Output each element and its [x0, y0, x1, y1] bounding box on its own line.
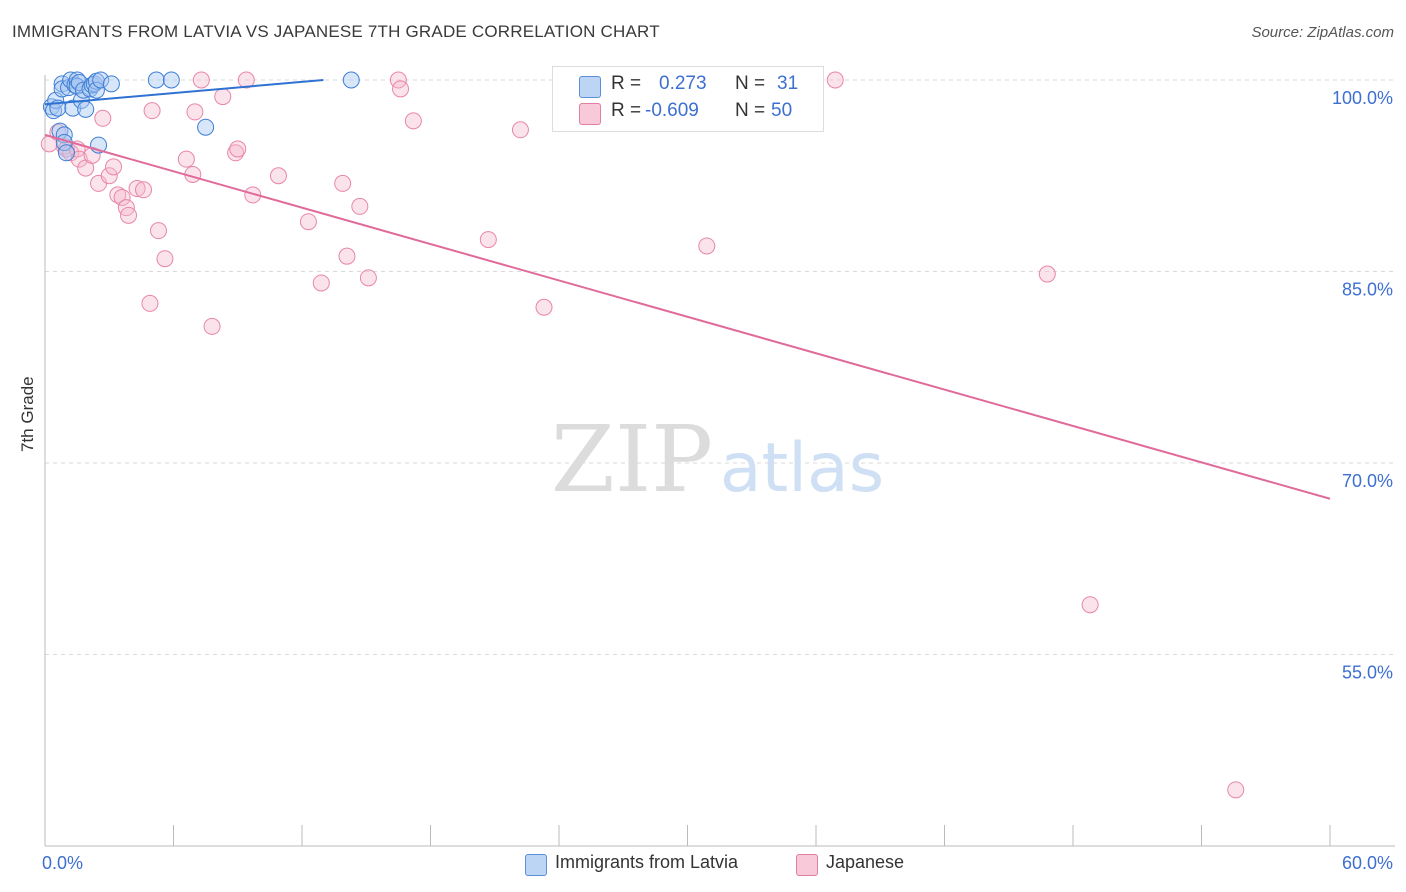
- data-point: [147, 71, 165, 89]
- data-point: [269, 167, 287, 185]
- data-point: [338, 247, 356, 265]
- data-point: [197, 118, 215, 136]
- data-point: [351, 197, 369, 215]
- trend-lines: [44, 79, 1331, 500]
- data-point: [342, 71, 360, 89]
- trend-line: [44, 79, 324, 106]
- y-tick-label: 55.0%: [1342, 663, 1393, 683]
- data-point: [192, 71, 210, 89]
- legend-stats: R = 0.273 N = 31 R = -0.609 N = 50: [552, 66, 824, 132]
- data-point: [87, 81, 105, 99]
- data-point: [1038, 265, 1056, 283]
- legend-swatch-latvia: [579, 76, 601, 98]
- data-point: [698, 237, 716, 255]
- data-point: [162, 71, 180, 89]
- tick-labels: 100.0% 85.0% 70.0% 55.0% 0.0% 60.0%: [42, 88, 1393, 873]
- data-point: [135, 181, 153, 199]
- data-point: [511, 121, 529, 139]
- data-point: [334, 174, 352, 192]
- data-point: [177, 150, 195, 168]
- data-point: [535, 298, 553, 316]
- legend-swatch-japanese: [796, 854, 818, 876]
- data-point: [150, 222, 168, 240]
- data-point: [100, 167, 118, 185]
- y-tick-label: 70.0%: [1342, 471, 1393, 491]
- watermark-atlas: atlas: [720, 429, 884, 508]
- legend-n-label: N =: [735, 100, 766, 121]
- legend-swatch-japanese: [579, 103, 601, 125]
- data-point: [404, 112, 422, 130]
- y-tick-label: 100.0%: [1332, 88, 1393, 108]
- x-tick-label-max: 60.0%: [1342, 853, 1393, 873]
- data-point: [77, 100, 95, 118]
- data-point: [120, 206, 138, 224]
- legend-swatch-latvia: [525, 854, 547, 876]
- data-point: [128, 180, 146, 198]
- series-japanese-points: [40, 71, 1245, 799]
- axes: [44, 75, 1395, 847]
- data-point: [57, 144, 75, 162]
- legend-r-label: R =: [611, 73, 642, 94]
- legend-label-japanese: Japanese: [826, 852, 905, 872]
- source-credit: Source: ZipAtlas.com: [1251, 24, 1394, 41]
- trend-line: [44, 133, 1331, 500]
- data-point: [105, 158, 123, 176]
- legend-r-value: 0.273: [659, 73, 707, 94]
- data-point: [312, 274, 330, 292]
- data-point: [237, 71, 255, 89]
- data-point: [94, 109, 112, 127]
- data-point: [143, 102, 161, 120]
- data-point: [214, 88, 232, 106]
- data-point: [186, 103, 204, 121]
- data-point: [392, 80, 410, 98]
- legend-n-label: N =: [735, 73, 766, 94]
- x-tick-label-min: 0.0%: [42, 853, 83, 873]
- data-point: [156, 250, 174, 268]
- legend-n-value: 50: [771, 100, 793, 121]
- legend-label-latvia: Immigrants from Latvia: [555, 852, 739, 872]
- y-tick-label: 85.0%: [1342, 280, 1393, 300]
- watermark: ZIP atlas: [551, 406, 884, 513]
- data-point: [70, 74, 88, 92]
- data-point: [75, 81, 93, 99]
- legend-r-value: -0.609: [645, 100, 699, 121]
- gridlines: [45, 79, 1395, 655]
- data-point: [1227, 781, 1245, 799]
- data-point: [244, 186, 262, 204]
- data-point: [53, 80, 71, 98]
- data-point: [826, 71, 844, 89]
- data-point: [1081, 596, 1099, 614]
- legend-r-label: R =: [611, 100, 642, 121]
- data-point: [299, 213, 317, 231]
- data-point: [479, 231, 497, 249]
- chart-title: IMMIGRANTS FROM LATVIA VS JAPANESE 7TH G…: [12, 22, 660, 41]
- data-point: [92, 71, 110, 89]
- y-axis-label: 7th Grade: [18, 376, 37, 452]
- data-point: [359, 269, 377, 287]
- data-point: [229, 140, 247, 158]
- data-point: [203, 317, 221, 335]
- legend-n-value: 31: [777, 73, 799, 94]
- watermark-zip: ZIP: [551, 406, 713, 513]
- data-point: [102, 75, 120, 93]
- data-point: [68, 71, 86, 89]
- series-latvia-points: [42, 71, 360, 162]
- data-point: [141, 294, 159, 312]
- data-point: [113, 188, 131, 206]
